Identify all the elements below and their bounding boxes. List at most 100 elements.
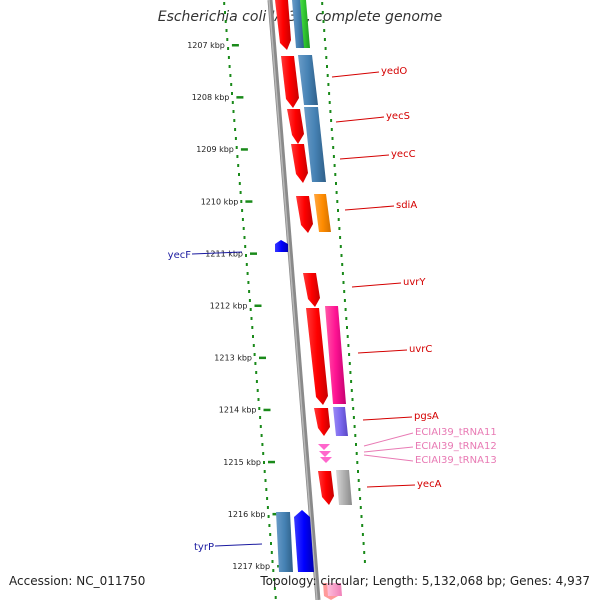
gene-arrow-pgsA[interactable]	[314, 408, 330, 436]
cog-box-yedO[interactable]	[298, 55, 318, 105]
gc-dot	[245, 254, 247, 257]
gene-label-ECIAI39_tRNA13[interactable]: ECIAI39_tRNA13	[415, 455, 497, 466]
gc-dot	[328, 92, 331, 95]
reverse-strand-genes[interactable]	[275, 240, 314, 572]
gc-dot	[326, 74, 329, 77]
gc-dot	[361, 524, 364, 527]
trna-features[interactable]	[318, 444, 332, 463]
gc-dot	[266, 497, 269, 500]
forward-strand-genes[interactable]	[275, 0, 338, 600]
gc-dot	[245, 263, 248, 266]
gc-dot	[228, 65, 231, 68]
gc-dot	[323, 29, 326, 32]
gene-arrow-yecF[interactable]	[275, 240, 288, 252]
ruler-tick-mark	[245, 200, 253, 203]
gc-dot	[239, 191, 242, 194]
gene-label-yecS[interactable]: yecS	[386, 111, 410, 122]
gc-dot	[345, 317, 348, 320]
gene-label-yecC[interactable]: yecC	[391, 149, 416, 160]
gc-dot	[241, 209, 244, 212]
gene-label-uvrY[interactable]: uvrY	[403, 277, 426, 288]
gene-label-yedO[interactable]: yedO	[381, 66, 407, 77]
gene-arrow-yecS[interactable]	[287, 109, 304, 144]
gene-arrow-yecA[interactable]	[318, 471, 334, 505]
gc-dot	[344, 308, 347, 311]
gene-label-tyrP[interactable]: tyrP	[194, 542, 214, 553]
gene-arrow-top[interactable]	[275, 0, 291, 50]
gc-dot	[262, 452, 265, 455]
gc-dot	[355, 452, 358, 455]
gc-dot	[321, 11, 324, 14]
cog-box-yecS-yecC[interactable]	[304, 107, 326, 182]
gc-dot	[248, 299, 251, 302]
label-leader-line	[344, 205, 395, 211]
gene-arrow-tyrP[interactable]	[294, 510, 314, 572]
gc-dot	[363, 551, 366, 554]
gene-label-ECIAI39_tRNA11[interactable]: ECIAI39_tRNA11	[415, 427, 497, 438]
gc-dot	[227, 47, 230, 50]
gc-dot	[252, 335, 254, 338]
gc-dot	[272, 569, 275, 572]
gene-arrow-yecC[interactable]	[291, 144, 308, 183]
gc-dot	[265, 488, 268, 491]
gc-dot	[233, 119, 236, 122]
gc-dot	[353, 425, 356, 428]
gene-label-sdiA[interactable]: sdiA	[396, 200, 417, 211]
gene-arrow-sdiA[interactable]	[296, 196, 313, 233]
gc-dot	[357, 470, 359, 473]
ruler-tick-label: 1215 kbp	[223, 458, 261, 467]
gc-skew-dots-right	[321, 2, 366, 563]
gc-dot	[259, 416, 262, 419]
gc-dot	[335, 191, 338, 194]
cog-box-steel-top[interactable]	[292, 0, 304, 48]
gc-dot	[224, 11, 226, 14]
gene-label-yecA[interactable]: yecA	[417, 479, 442, 490]
gc-dot	[268, 524, 271, 527]
gc-dot	[358, 488, 361, 491]
cog-box-uvrC[interactable]	[325, 306, 346, 404]
gc-dot	[270, 551, 273, 554]
trna-chevron-3[interactable]	[320, 457, 332, 463]
gc-dot	[247, 281, 250, 284]
trna-chevron-2[interactable]	[319, 451, 331, 457]
ruler-tick-label: 1211 kbp	[205, 249, 243, 258]
ruler-tick-mark	[272, 512, 280, 516]
cog-box-sdiA[interactable]	[314, 194, 331, 232]
gene-labels-right[interactable]: yedO yecS yecC sdiA uvrY uvrC pgsA ECIAI39_tRNA…	[331, 66, 497, 490]
gc-dot	[231, 101, 234, 104]
gc-dot	[321, 2, 324, 5]
ruler-tick-mark	[254, 304, 262, 307]
gene-label-uvrC[interactable]: uvrC	[409, 344, 432, 355]
cog-box-tyrP[interactable]	[276, 512, 293, 572]
gc-dot	[352, 407, 355, 410]
ruler-ticks: 1207 kbp 1208 kbp 1209 kbp 1210 kbp 1211 kbp…	[187, 41, 285, 571]
label-leader-line	[363, 432, 414, 447]
label-leader-line	[214, 543, 263, 547]
trna-chevron-1[interactable]	[318, 444, 330, 450]
cog-box-pgsA[interactable]	[333, 407, 348, 436]
gc-dot	[224, 20, 227, 23]
label-leader-line	[357, 349, 408, 354]
cog-box-yecA[interactable]	[336, 470, 352, 505]
gene-arrow-uvrC[interactable]	[306, 308, 328, 405]
gene-label-ECIAI39_tRNA12[interactable]: ECIAI39_tRNA12	[415, 441, 497, 452]
cog-category-track[interactable]	[292, 0, 352, 596]
gene-arrow-uvrY[interactable]	[303, 273, 320, 307]
gene-arrow-yedO[interactable]	[281, 56, 299, 108]
gc-dot	[246, 272, 249, 275]
gc-dot	[236, 155, 239, 158]
gene-labels-left[interactable]: yecF tyrP	[168, 250, 263, 553]
gene-label-yecF[interactable]: yecF	[168, 250, 192, 261]
gc-dot	[231, 92, 233, 95]
gc-dot	[348, 362, 351, 365]
gc-dot	[269, 533, 272, 536]
gc-dot	[361, 533, 364, 536]
gc-dot	[349, 371, 352, 374]
cog-box-bottom[interactable]	[327, 583, 342, 596]
gene-label-pgsA[interactable]: pgsA	[414, 411, 439, 422]
ruler-tick-mark	[240, 148, 248, 151]
ruler-tick-label: 1216 kbp	[228, 510, 266, 519]
gc-dot	[258, 407, 261, 410]
